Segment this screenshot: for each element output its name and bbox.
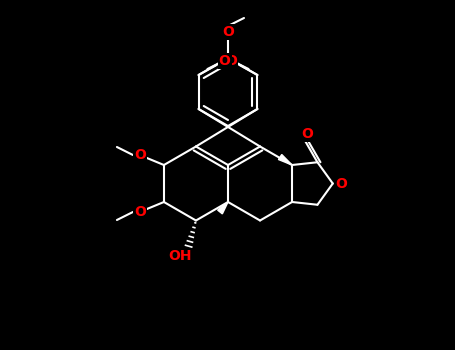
- Text: O: O: [335, 176, 347, 190]
- Text: O: O: [134, 205, 146, 219]
- Text: O: O: [218, 54, 231, 68]
- Text: O: O: [222, 25, 234, 39]
- Polygon shape: [217, 202, 228, 214]
- Polygon shape: [278, 154, 292, 165]
- Text: OH: OH: [168, 250, 192, 264]
- Text: O: O: [226, 54, 238, 68]
- Text: O: O: [134, 148, 146, 162]
- Text: O: O: [302, 127, 313, 141]
